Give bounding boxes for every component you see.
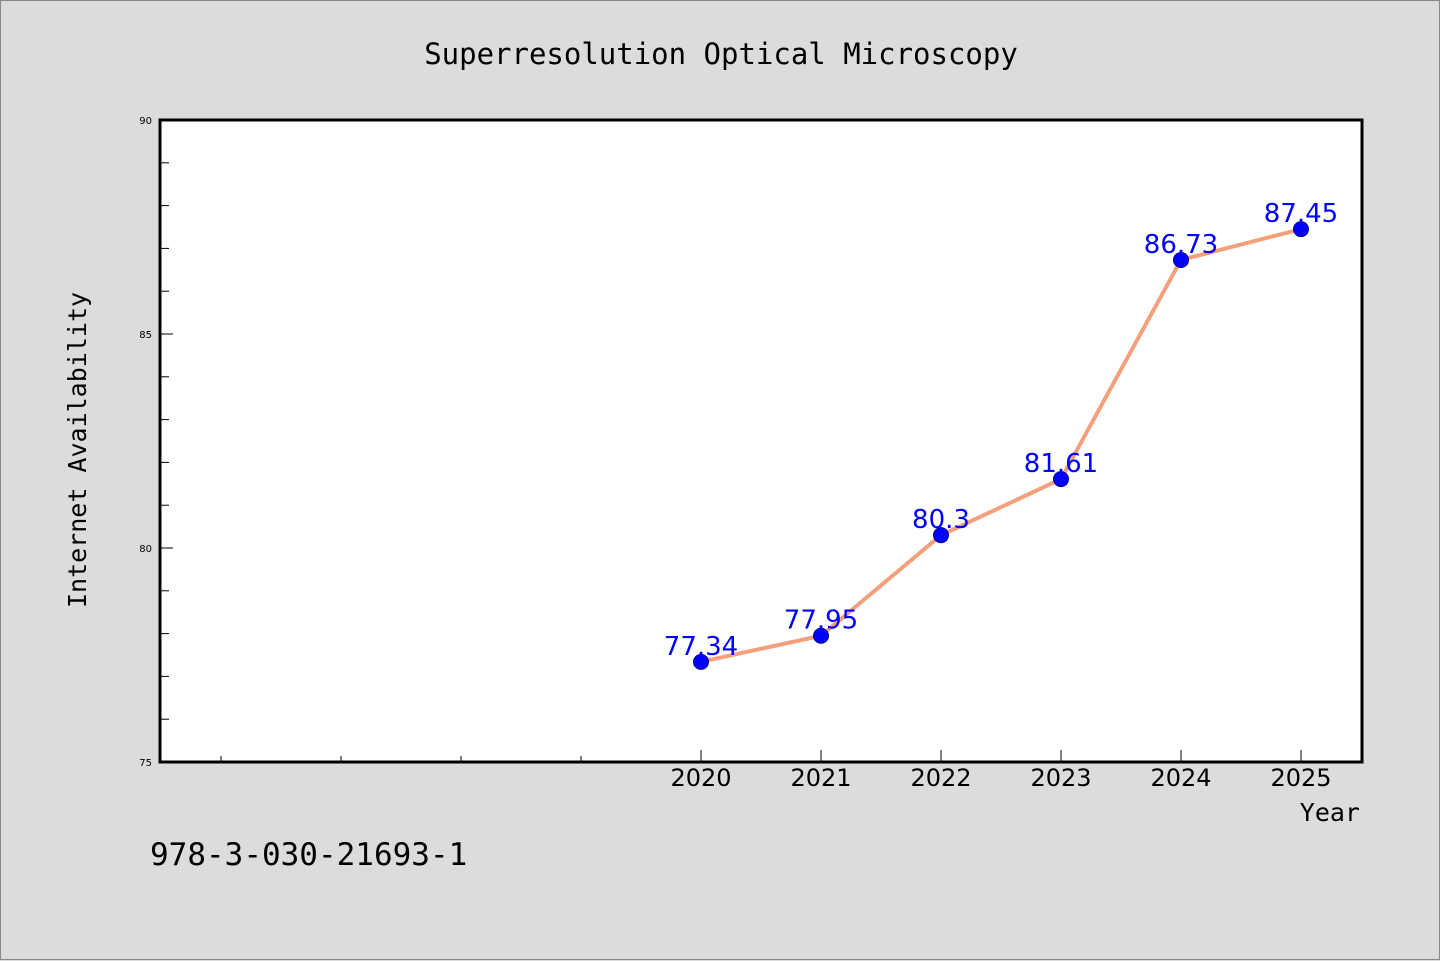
data-label: 81.61 bbox=[1024, 449, 1098, 479]
x-tick-label: 2025 bbox=[1270, 764, 1331, 792]
data-labels: 77.34 77.95 80.3 81.61 86.73 87.45 bbox=[664, 199, 1338, 662]
data-label: 77.34 bbox=[664, 632, 738, 662]
x-tick-label: 2021 bbox=[790, 764, 851, 792]
x-axis-ticks: 2020 2021 2022 2023 2024 2025 bbox=[670, 750, 1332, 792]
data-label: 77.95 bbox=[784, 606, 858, 636]
plot-area bbox=[160, 120, 1362, 762]
x-tick-label: 2022 bbox=[910, 764, 971, 792]
x-tick-label: 2020 bbox=[670, 764, 731, 792]
data-label: 80.3 bbox=[912, 505, 970, 535]
data-point bbox=[1293, 221, 1309, 238]
data-markers bbox=[693, 221, 1309, 670]
data-label: 86.73 bbox=[1144, 230, 1218, 260]
plot-frame bbox=[158, 118, 1364, 764]
data-point bbox=[1173, 251, 1189, 268]
x-tick-label: 2024 bbox=[1150, 764, 1211, 792]
series-line bbox=[699, 227, 1303, 664]
data-point bbox=[693, 653, 709, 670]
x-tick-label: 2023 bbox=[1030, 764, 1091, 792]
y-tick-label: 80 bbox=[139, 544, 152, 555]
data-label: 87.45 bbox=[1264, 199, 1338, 229]
y-tick-label: 90 bbox=[139, 116, 152, 127]
data-point bbox=[1053, 471, 1069, 488]
y-tick-label: 75 bbox=[139, 758, 152, 769]
y-axis-label: Internet Availability bbox=[63, 292, 92, 608]
y-tick-label: 85 bbox=[139, 330, 152, 341]
x-axis-label: Year bbox=[1300, 798, 1360, 827]
chart-title: Superresolution Optical Microscopy bbox=[424, 37, 1018, 71]
data-point bbox=[933, 527, 949, 544]
footer-isbn: 978-3-030-21693-1 bbox=[150, 837, 467, 873]
data-point bbox=[813, 627, 829, 644]
